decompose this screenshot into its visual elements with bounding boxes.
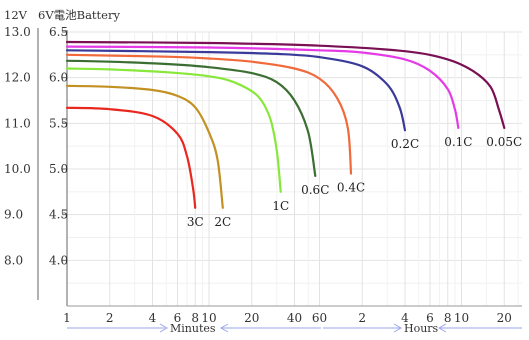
series-label-2C: 2C: [214, 215, 231, 229]
right-axis-header: 6V電池Battery: [38, 8, 120, 22]
range-indicators: Minutes Hours: [67, 322, 522, 335]
x-tick-label: 1: [63, 311, 71, 325]
series-line-0_1C: [65, 45, 460, 129]
y-left-tick-label: 13.0: [4, 25, 31, 39]
x-tick-label: 4: [149, 311, 157, 325]
minutes-label: Minutes: [170, 322, 216, 335]
hours-label: Hours: [404, 322, 439, 335]
series-line-0_6C: [65, 59, 317, 177]
x-tick-label: 10: [454, 311, 469, 325]
y-left-tick-label: 8.0: [4, 253, 23, 267]
y-left-tick-label: 11.0: [4, 116, 31, 130]
y-left-tick-label: 9.0: [4, 208, 23, 222]
series-lines: [65, 40, 506, 209]
hours-arrowhead-right: [393, 323, 403, 333]
series-line-0_2C: [65, 49, 407, 132]
y-right-tick-label: 6.5: [49, 25, 68, 39]
x-tick-label: 6: [174, 311, 182, 325]
x-tick-label: 10: [201, 311, 216, 325]
left-axis-header: 12V: [4, 8, 28, 22]
y-left-tick-label: 10.0: [4, 162, 31, 176]
y-left-tick-label: 12.0: [4, 71, 31, 85]
x-tick-label: 2: [358, 311, 366, 325]
series-label-0_6C: 0.6C: [301, 183, 329, 197]
y-right-tick-label: 6.0: [49, 71, 68, 85]
y-right-tick-label: 4.0: [49, 253, 68, 267]
x-tick-label: 8: [191, 311, 199, 325]
y-right-tick-label: 5.5: [49, 116, 68, 130]
series-label-3C: 3C: [187, 215, 204, 229]
series-label-0_4C: 0.4C: [337, 181, 365, 195]
y-tick-labels: 13.0 6.5 12.0 6.0 11.0 5.5 10.0 5.0 9.0 4.5 8.0 4.0: [4, 25, 68, 267]
y-right-tick-label: 5.0: [49, 162, 68, 176]
axes: [37, 28, 522, 307]
series-labels: 3C 2C 1C 0.6C 0.4C 0.2C 0.1C 0.05C: [187, 135, 522, 229]
minutes-arrowhead-right: [159, 323, 169, 333]
series-label-0_2C: 0.2C: [391, 137, 419, 151]
x-tick-label: 2: [106, 311, 114, 325]
x-tick-label: 8: [444, 311, 452, 325]
x-tick-label: 40: [287, 311, 302, 325]
series-label-1C: 1C: [272, 199, 289, 213]
x-tick-labels: 1 2 4 6 8 10 20 40 60 2 4 6 8 10 20: [63, 311, 512, 325]
x-tick-label: 4: [401, 311, 409, 325]
x-tick-label: 20: [497, 311, 512, 325]
series-label-0_05C: 0.05C: [486, 135, 522, 149]
series-line-3C: [65, 106, 197, 209]
x-tick-label: 6: [426, 311, 434, 325]
series-line-0_4C: [65, 53, 353, 175]
series-line-1C: [65, 67, 282, 193]
x-tick-label: 60: [312, 311, 327, 325]
y-right-tick-label: 4.5: [49, 208, 68, 222]
series-line-2C: [65, 84, 224, 209]
series-line-0_05C: [65, 40, 506, 129]
x-tick-label: 20: [244, 311, 259, 325]
series-label-0_1C: 0.1C: [444, 135, 472, 149]
